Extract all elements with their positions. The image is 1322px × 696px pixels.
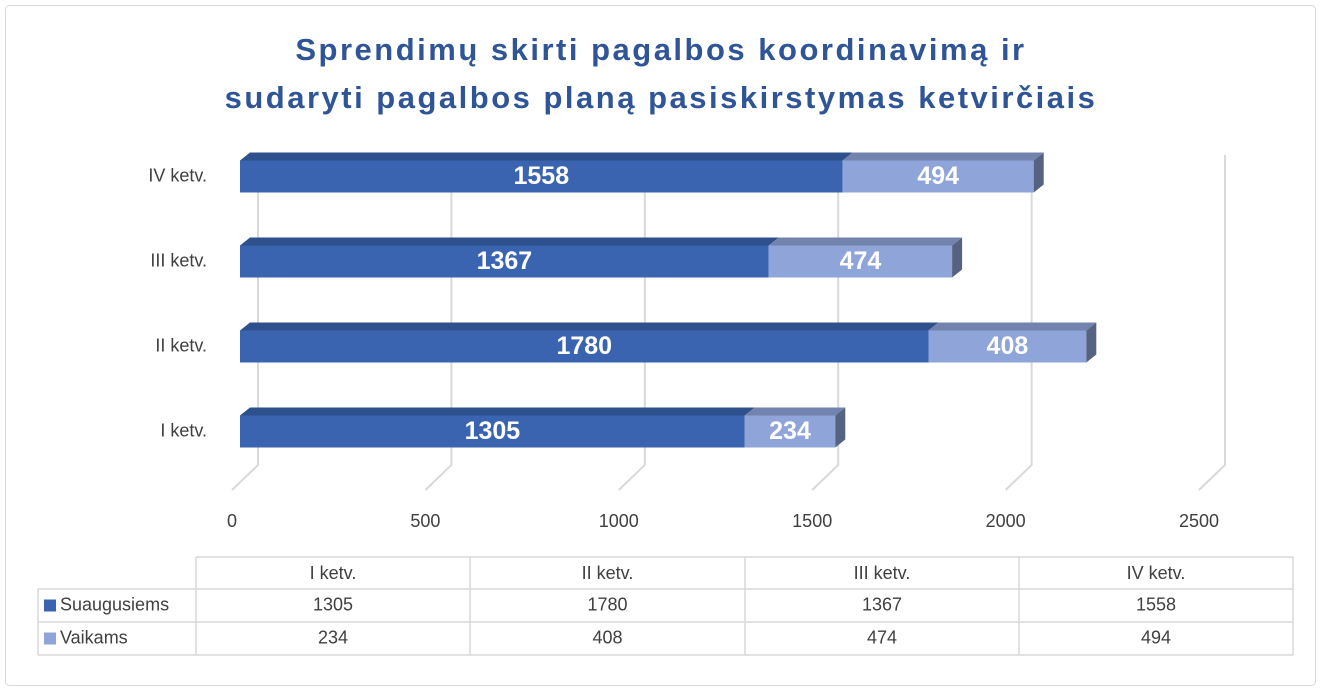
legend-label: Suaugusiems [60,594,169,614]
data-label: 474 [840,247,882,275]
table-header: II ketv. [582,563,634,583]
bar-side-face [952,237,963,278]
table-header: I ketv. [310,563,357,583]
bar-top-face [240,322,939,331]
bar-side-face [835,407,846,448]
table-cell: 408 [592,627,622,647]
bar-top-face [240,237,779,246]
legend-swatch [44,599,56,612]
x-tick-label: 2500 [1179,511,1219,531]
table-cell: 1305 [313,594,353,614]
y-tick-label: IV ketv. [148,165,207,185]
data-label: 1558 [514,162,570,190]
bar [768,245,953,278]
legend-swatch [44,632,56,645]
grid-line [1004,155,1033,491]
data-label: 408 [987,332,1029,360]
bar [842,160,1034,193]
table-cell: 474 [867,627,897,647]
data-label: 494 [917,162,959,190]
bar [240,330,929,363]
table-cell: 1558 [1136,594,1176,614]
y-tick-label: II ketv. [155,335,207,355]
y-tick-label: III ketv. [150,250,207,270]
table-cell: 494 [1141,627,1171,647]
data-label: 234 [769,417,811,445]
bar-top-face [842,152,1044,161]
bar-top-face [744,407,846,416]
table-header: IV ketv. [1127,563,1186,583]
table-cell: 234 [318,627,348,647]
bar-top-face [928,322,1097,331]
y-tick-label: I ketv. [160,420,207,440]
bar [240,160,843,193]
data-label: 1367 [477,247,533,275]
x-tick-label: 2000 [986,511,1026,531]
table-header: III ketv. [854,563,911,583]
bar-top-face [240,407,755,416]
x-tick-label: 1000 [599,511,639,531]
x-tick-label: 0 [227,511,237,531]
bar [240,245,769,278]
bar-top-face [240,152,853,161]
data-label: 1780 [556,332,612,360]
table-cell: 1367 [862,594,902,614]
chart-title: Sprendimų skirti pagalbos koordinavimą i… [225,32,1098,115]
bar [928,330,1087,363]
bar [744,415,836,448]
bar [240,415,745,448]
bar-side-face [1033,152,1044,193]
table-cell: 1780 [587,594,627,614]
bar-top-face [768,237,963,246]
grid-line [1198,155,1226,491]
data-label: 1305 [465,417,521,445]
bar-side-face [1086,322,1097,363]
x-tick-label: 500 [410,511,440,531]
x-tick-label: 1500 [792,511,832,531]
legend-label: Vaikams [60,627,128,647]
